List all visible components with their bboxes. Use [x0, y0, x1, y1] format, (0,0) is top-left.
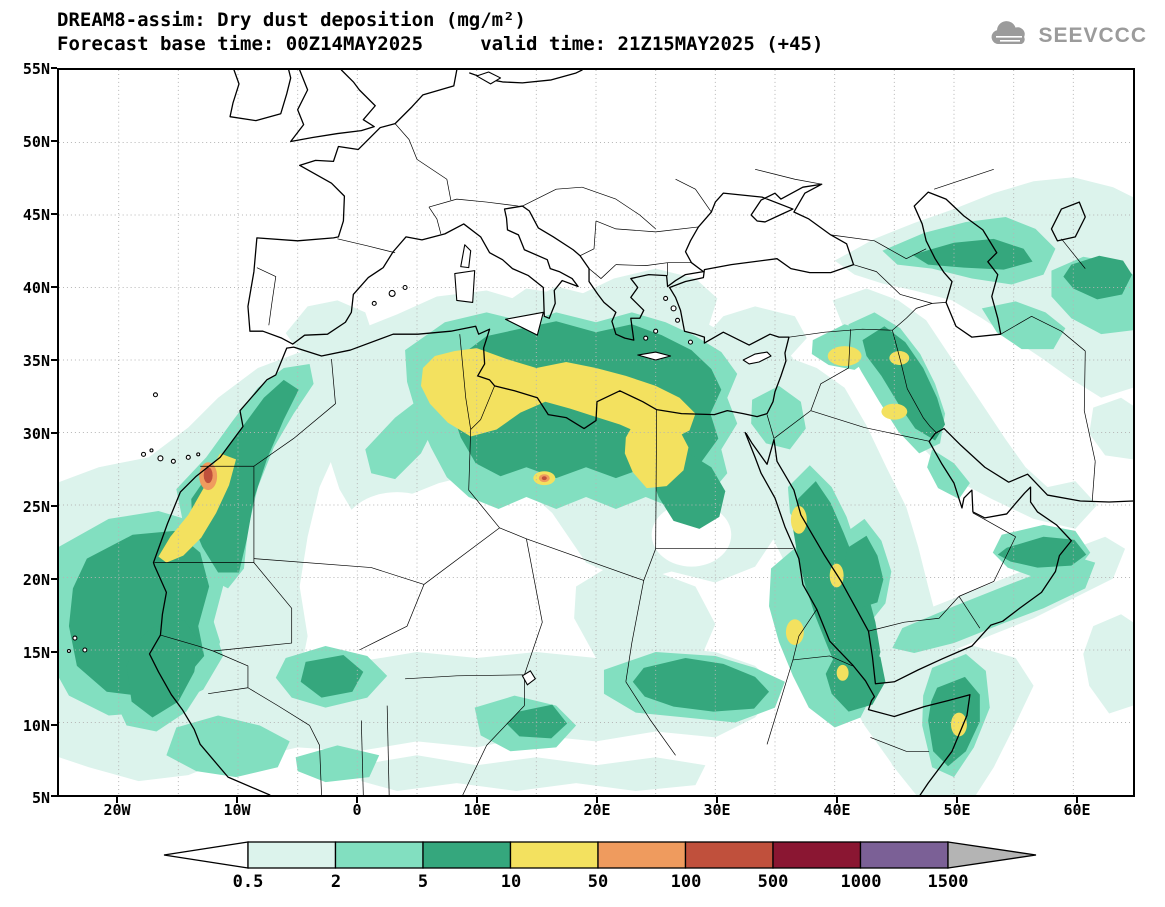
map-canvas — [59, 70, 1133, 795]
lon-tick-label: 10E — [463, 801, 491, 819]
colorbar-over-arrow — [947, 841, 1037, 869]
page-title: DREAM8-assim: Dry dust deposition (mg/m²… — [57, 9, 526, 31]
colorbar — [163, 841, 1037, 869]
axis-tick — [51, 432, 57, 434]
axis-tick — [51, 651, 57, 653]
gridlines — [59, 70, 1133, 795]
colorbar-cell-1000-1500 — [859, 841, 949, 869]
colorbar-label: 100 — [670, 872, 702, 892]
dust-contours-level3 — [68, 238, 1133, 767]
colorbar-cell-5-10 — [422, 841, 512, 869]
page-subtitle: Forecast base time: 00Z14MAY2025 valid t… — [57, 33, 824, 55]
cloud-icon — [988, 20, 1032, 51]
colorbar-label: 2 — [330, 872, 342, 892]
lon-tick-label: 50E — [943, 801, 971, 819]
axis-tick — [956, 797, 958, 803]
country-borders — [154, 123, 1096, 795]
axis-tick — [116, 797, 118, 803]
plot-titles: DREAM8-assim: Dry dust deposition (mg/m²… — [57, 8, 823, 56]
colorbar-label: 500 — [757, 872, 789, 892]
lat-tick-label: 30N — [22, 425, 50, 443]
lat-tick-label: 45N — [22, 206, 50, 224]
axis-tick — [51, 140, 57, 142]
axis-tick — [1076, 797, 1078, 803]
axis-tick — [356, 797, 358, 803]
axis-tick — [836, 797, 838, 803]
axis-tick — [51, 67, 57, 69]
colorbar-cell-50-100 — [597, 841, 687, 869]
axis-tick — [51, 724, 57, 726]
lat-tick-label: 25N — [22, 498, 50, 516]
axis-tick — [51, 286, 57, 288]
axis-tick — [476, 797, 478, 803]
lon-tick-label: 20E — [583, 801, 611, 819]
lon-tick-label: 60E — [1063, 801, 1091, 819]
lat-tick-label: 55N — [22, 60, 50, 78]
colorbar-label: 1000 — [840, 872, 882, 892]
lat-tick-label: 35N — [22, 352, 50, 370]
logo-text: SEEVCCC — [1038, 23, 1147, 47]
colorbar-cell-2-5 — [334, 841, 424, 869]
seevccc-logo: SEEVCCC — [988, 20, 1147, 51]
axis-tick — [51, 578, 57, 580]
colorbar-label: 5 — [417, 872, 429, 892]
lat-tick-label: 5N — [31, 789, 50, 807]
dust-contours-level6 — [203, 467, 547, 484]
lon-tick-label: 10W — [223, 801, 251, 819]
colorbar-cell-0.5-2 — [247, 841, 337, 869]
lon-tick-label: 30E — [703, 801, 731, 819]
lat-tick-label: 10N — [22, 717, 50, 735]
colorbar-label: 10 — [500, 872, 522, 892]
colorbar-cell-500-1000 — [772, 841, 862, 869]
colorbar-cell-100-500 — [684, 841, 774, 869]
colorbar-label: 1500 — [927, 872, 969, 892]
axis-tick — [51, 795, 57, 797]
axis-tick — [716, 797, 718, 803]
colorbar-label: 50 — [587, 872, 609, 892]
axis-tick — [51, 505, 57, 507]
colorbar-under-arrow — [163, 841, 249, 869]
lon-tick-label: 0 — [352, 801, 362, 819]
lat-tick-label: 15N — [22, 644, 50, 662]
lon-tick-label: 20W — [103, 801, 131, 819]
colorbar-label: 0.5 — [232, 872, 264, 892]
coastlines — [66, 70, 1133, 795]
map-frame — [57, 68, 1135, 797]
axis-tick — [596, 797, 598, 803]
colorbar-cell-10-50 — [509, 841, 599, 869]
lat-tick-label: 40N — [22, 279, 50, 297]
lat-tick-label: 50N — [22, 133, 50, 151]
lon-tick-label: 40E — [823, 801, 851, 819]
lat-tick-label: 20N — [22, 571, 50, 589]
axis-tick — [51, 359, 57, 361]
axis-tick — [51, 213, 57, 215]
axis-tick — [236, 797, 238, 803]
